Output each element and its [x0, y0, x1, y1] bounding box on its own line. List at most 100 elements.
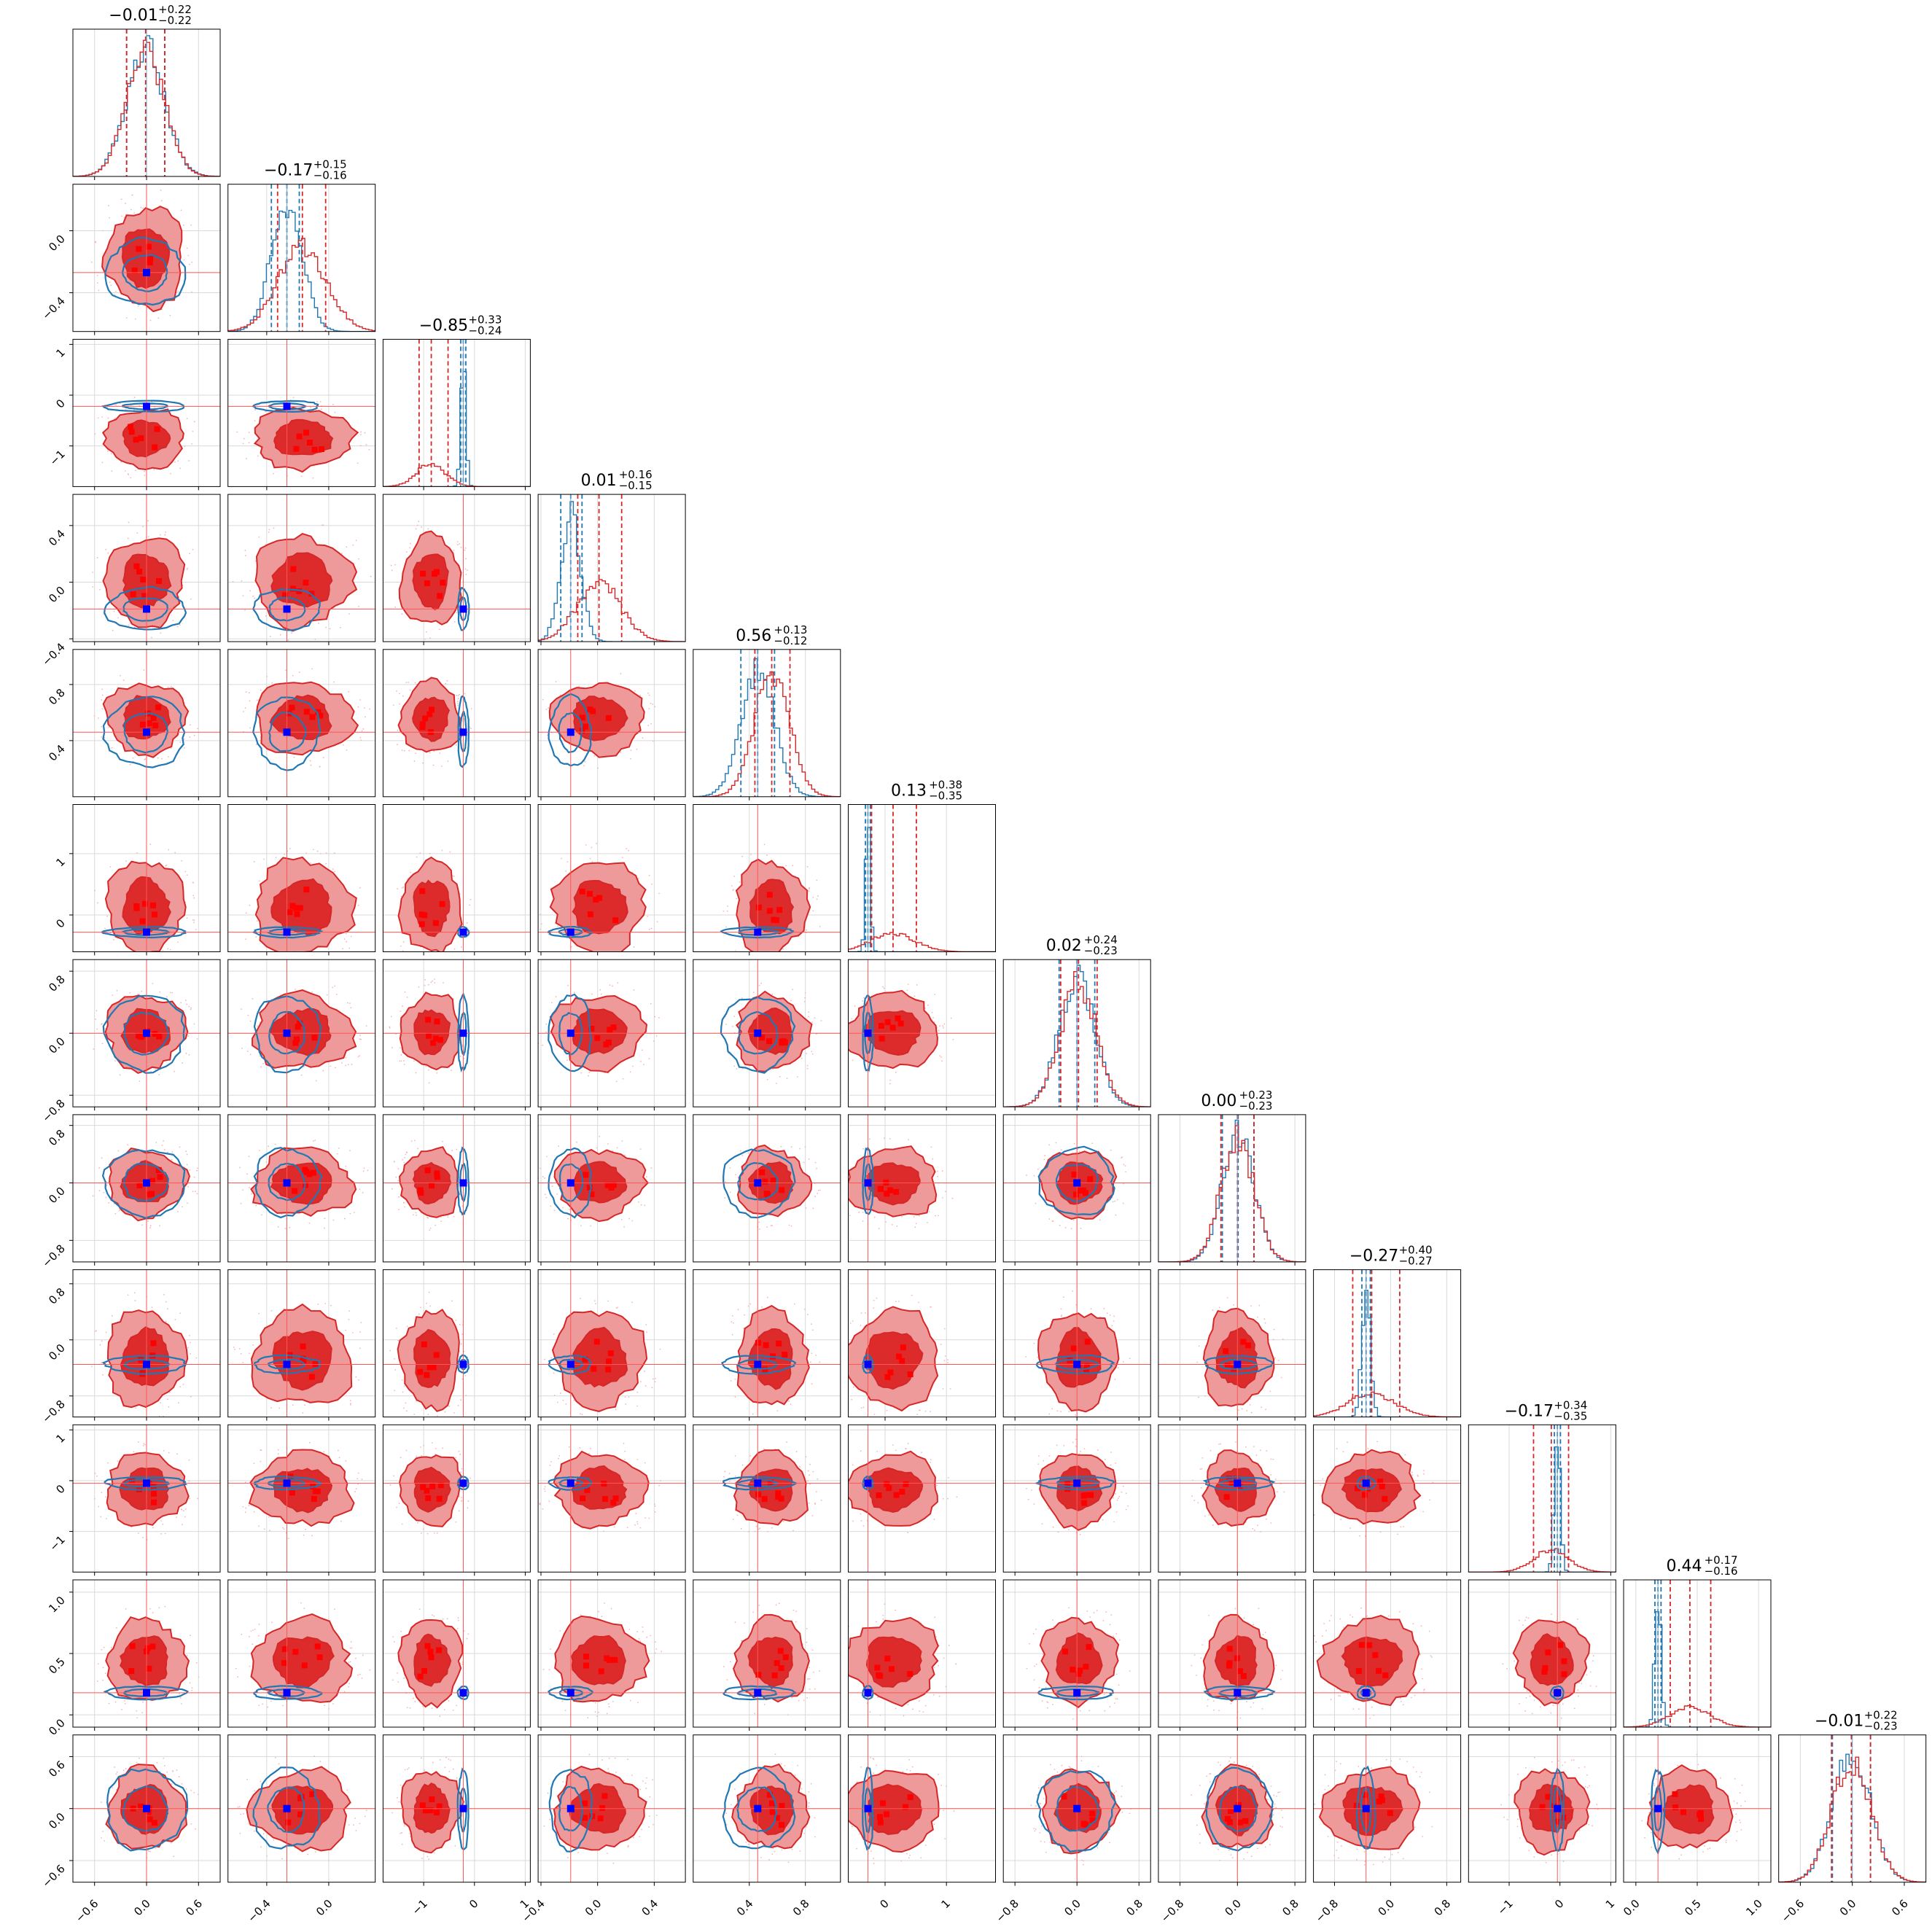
scatter-point [1213, 1700, 1215, 1702]
scatter-point [292, 674, 294, 677]
scatter-point [846, 1188, 848, 1189]
scatter-point [357, 1056, 359, 1058]
scatter-point [186, 569, 188, 570]
scatter-point [334, 411, 336, 413]
scatter-point [424, 984, 426, 986]
plot-area [1158, 1580, 1306, 1727]
scatter-point [277, 1453, 279, 1455]
scatter-point [192, 1191, 194, 1193]
contour-b-outer [106, 1768, 189, 1852]
contour-b-outer [722, 1148, 796, 1219]
contour-cell-p9-vs-p4 [537, 1269, 686, 1421]
scatter-point [595, 1303, 596, 1305]
scatter-point [102, 230, 104, 232]
sample-marker [1382, 1672, 1389, 1678]
sample-marker [140, 577, 147, 583]
sample-marker [289, 903, 296, 909]
y-tick-label: 0.4 [46, 527, 68, 549]
sample-marker [1223, 1348, 1229, 1355]
scatter-point [186, 874, 188, 876]
scatter-point [1026, 1667, 1028, 1670]
sample-marker [296, 433, 303, 440]
scatter-point [439, 954, 440, 955]
scatter-point [1097, 1449, 1099, 1451]
scatter-point [188, 1053, 190, 1056]
scatter-point [1275, 1664, 1277, 1667]
scatter-point [1525, 1697, 1527, 1699]
hist-series-b [383, 370, 531, 487]
scatter-point [370, 575, 372, 577]
plot-area [227, 804, 375, 952]
sample-marker [418, 921, 425, 927]
y-tick-label: −0.8 [39, 1097, 67, 1124]
scatter-point [410, 871, 412, 873]
scatter-point [1277, 1491, 1278, 1493]
scatter-point [734, 1396, 736, 1398]
scatter-point [133, 212, 136, 214]
scatter-point [620, 1218, 623, 1220]
contour-b-inner [558, 1163, 584, 1202]
hist-title-minus: −0.22 [158, 14, 192, 27]
scatter-point [148, 1850, 150, 1853]
scatter-point [1560, 1717, 1562, 1719]
scatter-point [435, 1453, 437, 1455]
scatter-point [195, 928, 197, 930]
scatter-point [792, 989, 793, 991]
scatter-point [647, 725, 650, 726]
scatter-point [249, 1352, 251, 1355]
scatter-point [190, 598, 192, 600]
scatter-point [646, 1636, 648, 1638]
scatter-point [633, 989, 635, 991]
scatter-point [314, 1140, 316, 1142]
truth-marker [1554, 1688, 1562, 1697]
scatter-point [907, 1443, 909, 1444]
sample-marker [608, 1184, 615, 1191]
scatter-point [238, 1348, 241, 1349]
scatter-point [1423, 1470, 1425, 1472]
sample-marker [601, 1496, 608, 1503]
scatter-point [436, 1072, 438, 1074]
scatter-point [1102, 1620, 1105, 1621]
scatter-point [125, 317, 128, 319]
scatter-point [624, 1450, 626, 1452]
contour-cell-p7-vs-p6 [848, 959, 996, 1111]
scatter-point [408, 682, 410, 683]
scatter-point [111, 470, 113, 472]
scatter-point [630, 757, 631, 760]
scatter-point [1037, 1168, 1039, 1170]
scatter-point [96, 274, 98, 276]
sample-marker [884, 1374, 891, 1380]
scatter-point [464, 547, 467, 549]
scatter-point [142, 207, 144, 209]
scatter-point [106, 915, 108, 917]
axes-frame [848, 1114, 996, 1263]
sample-marker [775, 1490, 782, 1497]
scatter-point [1531, 1713, 1533, 1715]
scatter-point [265, 1161, 268, 1163]
scatter-point [544, 1177, 545, 1179]
scatter-point [456, 1627, 459, 1629]
scatter-point [932, 1016, 935, 1018]
scatter-point [752, 1413, 754, 1415]
scatter-point [804, 997, 806, 999]
scatter-point [584, 761, 586, 763]
scatter-point [1518, 1619, 1520, 1621]
scatter-point [567, 984, 569, 986]
axes-frame [537, 1579, 686, 1728]
scatter-point [1349, 1614, 1351, 1616]
scatter-point [1265, 1518, 1267, 1520]
axes-frame [227, 338, 376, 487]
scatter-point [792, 865, 794, 867]
scatter-point [189, 1169, 191, 1171]
scatter-point [416, 1455, 418, 1457]
scatter-point [1281, 1670, 1283, 1672]
plot-area [1313, 1425, 1461, 1573]
scatter-point [1041, 1700, 1043, 1702]
scatter-point [806, 865, 809, 868]
scatter-point [418, 986, 420, 988]
scatter-point [921, 1452, 922, 1454]
axes-frame [537, 1269, 686, 1418]
scatter-point [628, 1629, 631, 1630]
scatter-point [650, 927, 653, 930]
scatter-point [397, 1180, 399, 1182]
